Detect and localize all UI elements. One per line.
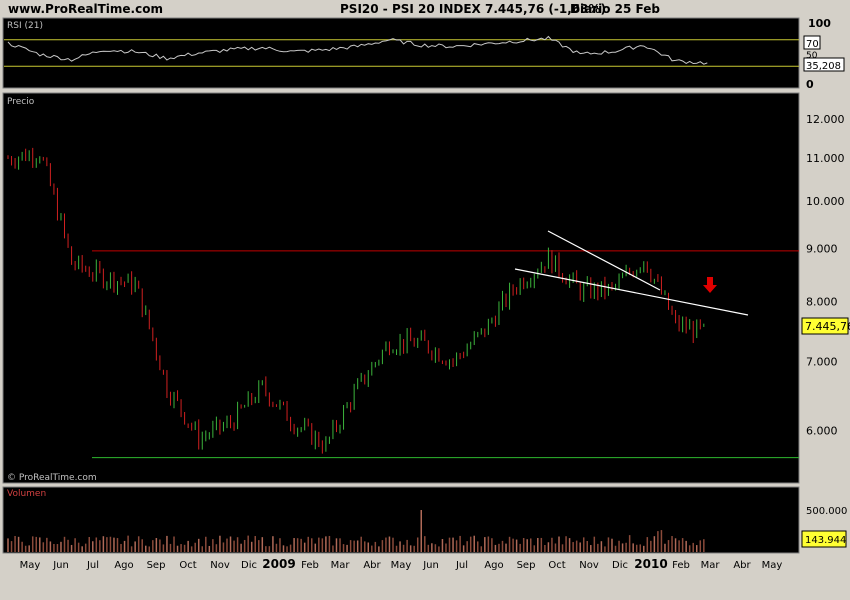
x-axis-label: Feb	[672, 560, 690, 571]
period-label: Diario 25 Feb	[570, 2, 660, 16]
rsi-value-box	[803, 57, 845, 72]
last-price-value: 7.445,76	[805, 320, 850, 333]
price-tick: 10.000	[806, 195, 845, 208]
x-axis-label: Oct	[548, 560, 565, 571]
x-axis-label: Sep	[517, 560, 536, 571]
rsi-line	[7, 35, 708, 65]
x-axis-label: May	[762, 560, 783, 571]
price-tick: 7.000	[806, 355, 838, 368]
x-axis-label: Mar	[701, 560, 721, 571]
x-axis-label: Feb	[301, 560, 319, 571]
volume-panel	[2, 486, 800, 554]
price-tick: 6.000	[806, 425, 838, 438]
x-axis-label: Dic	[241, 560, 257, 571]
x-axis-label: May	[391, 560, 412, 571]
x-axis-label: 2009	[262, 557, 295, 571]
down-arrow-icon	[703, 277, 717, 293]
chart-header: www.ProRealTime.com PSI20 - PSI 20 INDEX…	[0, 0, 850, 18]
price-tick: 8.000	[806, 295, 838, 308]
x-axis-label: Oct	[179, 560, 196, 571]
x-axis-label: Abr	[363, 560, 381, 571]
rsi-tick-0: 0	[806, 78, 814, 91]
rsi-value: 35,208	[806, 61, 841, 72]
lower-trendline	[514, 268, 749, 316]
last-volume-box	[801, 530, 847, 548]
x-axis-label: Jul	[86, 560, 99, 571]
rsi-box-70	[803, 35, 821, 50]
price-tick: 12.000	[806, 113, 845, 126]
price-label: Precio	[7, 97, 35, 107]
x-axis-label: Jul	[455, 560, 468, 571]
volume-tick: 500.000	[806, 506, 847, 517]
rsi-tick-100: 100	[808, 17, 831, 30]
rsi-tick-70: 70	[806, 39, 819, 50]
upper-trendline	[547, 230, 661, 291]
watermark: © ProRealTime.com	[7, 473, 97, 483]
x-axis-label: 2010	[634, 557, 667, 571]
last-volume-value: 143.944	[805, 535, 846, 546]
price-tick: 9.000	[806, 242, 838, 255]
x-axis-label: Mar	[331, 560, 351, 571]
rsi-panel	[2, 17, 800, 89]
rsi-tick-50: 50	[806, 51, 818, 61]
x-axis-label: Sep	[147, 560, 166, 571]
x-axis-label: Jun	[422, 560, 439, 571]
x-axis-label: Nov	[210, 560, 230, 571]
price-tick: 11.000	[806, 152, 845, 165]
x-axis-label: Jun	[52, 560, 69, 571]
x-axis-label: Abr	[733, 560, 751, 571]
last-price-box	[801, 317, 849, 335]
price-panel	[2, 92, 800, 484]
instrument-title: PSI20 - PSI 20 INDEX 7.445,76 (-1,63%)	[340, 2, 606, 16]
x-axis-label: May	[20, 560, 41, 571]
volume-label: Volumen	[7, 489, 46, 499]
x-axis-label: Ago	[114, 560, 133, 571]
rsi-label: RSI (21)	[7, 21, 43, 31]
site-name[interactable]: www.ProRealTime.com	[8, 2, 163, 16]
x-axis-label: Ago	[484, 560, 503, 571]
x-axis-label: Dic	[612, 560, 628, 571]
x-axis-label: Nov	[579, 560, 599, 571]
